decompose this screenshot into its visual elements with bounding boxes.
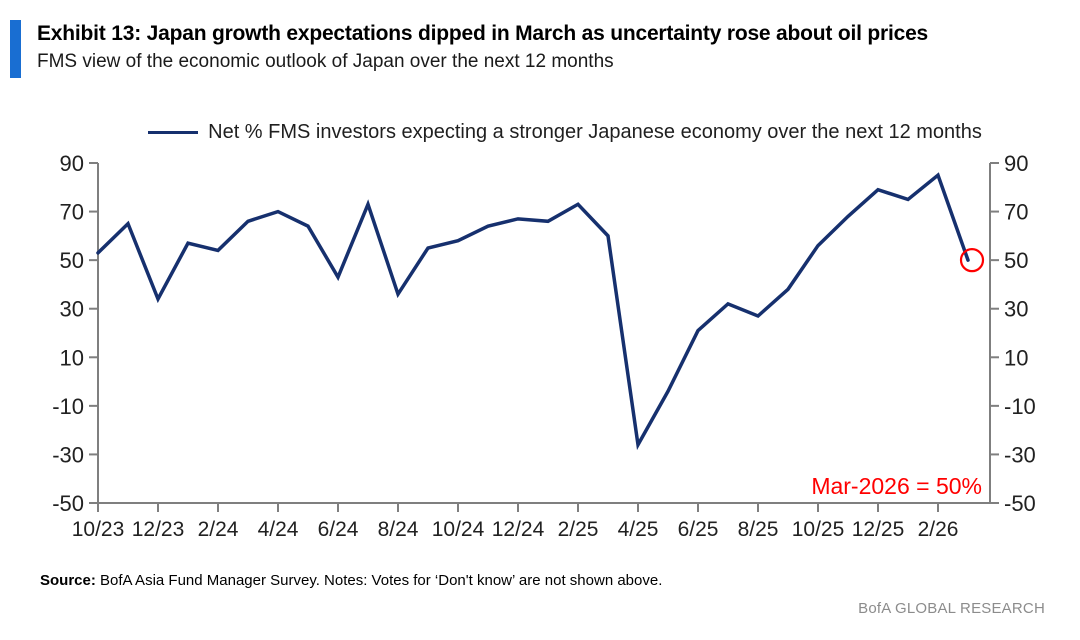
x-tick-label: 2/24	[198, 518, 239, 541]
x-tick-label: 8/25	[738, 518, 779, 541]
y-tick-label-right: -50	[1004, 491, 1036, 516]
chart-annotation: Mar-2026 = 50%	[811, 473, 982, 499]
x-tick-label: 6/25	[678, 518, 719, 541]
x-tick-label: 6/24	[318, 518, 359, 541]
x-tick-label: 12/24	[492, 518, 545, 541]
x-tick-label: 12/25	[852, 518, 905, 541]
y-tick-label-right: 70	[1004, 200, 1028, 225]
y-tick-label-right: -10	[1004, 394, 1036, 419]
x-tick-label: 2/25	[558, 518, 599, 541]
x-tick-label: 10/23	[72, 518, 125, 541]
y-tick-label-left: 50	[60, 248, 84, 273]
brand-text: BofA GLOBAL RESEARCH	[858, 600, 1045, 617]
legend-line-swatch	[148, 131, 199, 134]
x-tick-label: 2/26	[918, 518, 959, 541]
y-tick-label-right: 10	[1004, 345, 1028, 370]
source-note: Source: BofA Asia Fund Manager Survey. N…	[40, 572, 662, 589]
y-tick-label-right: 50	[1004, 248, 1028, 273]
series-line	[96, 172, 970, 451]
source-text: BofA Asia Fund Manager Survey. Notes: Vo…	[95, 572, 663, 589]
x-tick-label: 10/25	[792, 518, 845, 541]
y-tick-label-left: 90	[60, 151, 84, 176]
exhibit-title: Exhibit 13: Japan growth expectations di…	[37, 22, 929, 45]
y-tick-label-right: 30	[1004, 297, 1028, 322]
y-tick-label-right: 90	[1004, 151, 1028, 176]
y-tick-label-left: -30	[52, 442, 84, 467]
x-tick-label: 8/24	[378, 518, 419, 541]
legend-label: Net % FMS investors expecting a stronger…	[208, 121, 982, 143]
exhibit-subtitle: FMS view of the economic outlook of Japa…	[37, 51, 614, 73]
y-tick-label-left: 30	[60, 297, 84, 322]
x-tick-label: 10/24	[432, 518, 485, 541]
source-label: Source:	[40, 572, 96, 589]
title-block: Exhibit 13: Japan growth expectations di…	[37, 20, 928, 78]
y-tick-label-left: 10	[60, 345, 84, 370]
y-tick-label-left: 70	[60, 200, 84, 225]
x-tick-label: 12/23	[132, 518, 185, 541]
y-tick-label-left: -50	[52, 491, 84, 516]
chart-legend: Net % FMS investors expecting a stronger…	[50, 121, 1080, 144]
header: Exhibit 13: Japan growth expectations di…	[10, 20, 928, 78]
last-point-highlight-circle	[959, 248, 985, 273]
x-tick-label: 4/25	[618, 518, 659, 541]
title-accent-bar	[10, 20, 21, 78]
x-tick-label: 4/24	[258, 518, 299, 541]
y-tick-label-left: -10	[52, 394, 84, 419]
y-tick-label-right: -30	[1004, 442, 1036, 467]
